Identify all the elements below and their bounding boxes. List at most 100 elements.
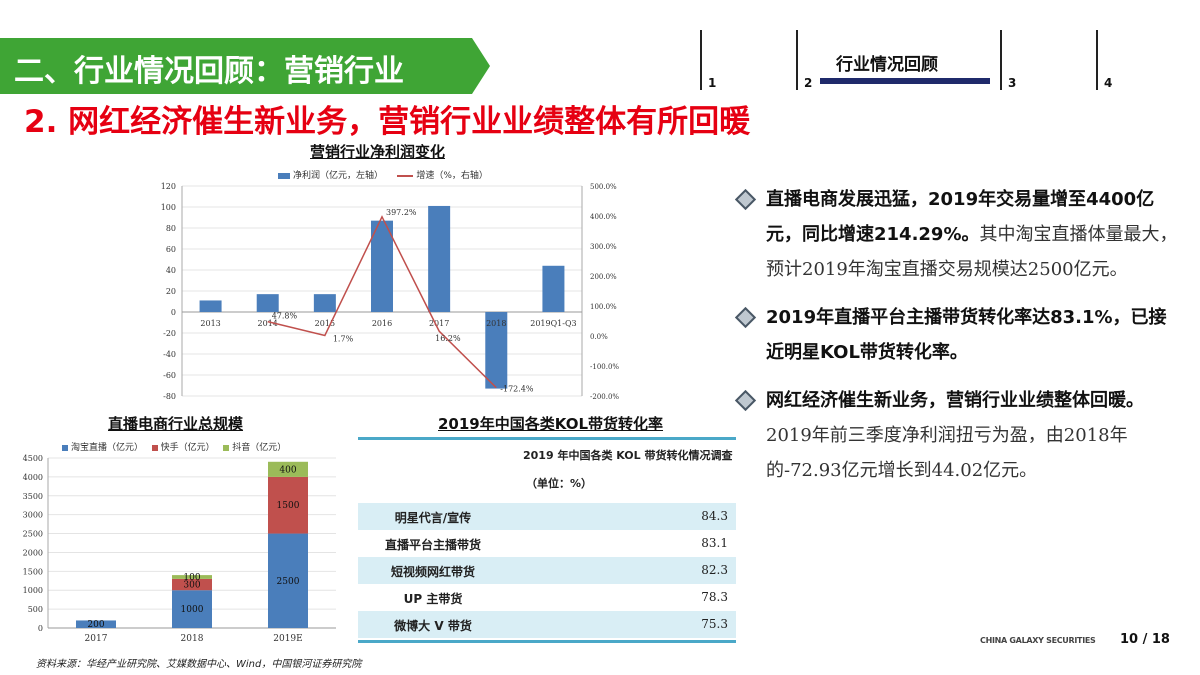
bullet-point: 直播电商发展迅猛，2019年交易量增至4400亿元，同比增速214.29%。其中… [734, 182, 1178, 287]
table-row: UP 主带货 78.3 [358, 584, 736, 611]
profit-bar [542, 265, 565, 312]
row-value: 78.3 [701, 590, 728, 604]
y-tick-left: -60 [163, 371, 176, 380]
row-label: 直播平台主播带货 [384, 538, 481, 552]
table-header-title: 2019 年中国各类 KOL 带货转化情况调查 [523, 449, 733, 462]
y-tick-left: -20 [163, 329, 176, 338]
y-tick: 1500 [23, 567, 43, 576]
y-tick-left: 20 [166, 287, 176, 296]
profit-bar [313, 294, 336, 312]
y-tick-left: 100 [161, 203, 176, 212]
x-tick-label: 2019Q1-Q3 [530, 319, 576, 328]
stack-segment [76, 620, 116, 628]
bullet-text: 2019年前三季度净利润扭亏为盈，由2018年的-72.93亿元增长到44.02… [766, 425, 1128, 481]
profit-bar [371, 220, 393, 312]
stack-segment [172, 575, 212, 579]
y-tick-right: -100.0% [590, 363, 619, 371]
growth-data-label: 1.7% [333, 334, 354, 343]
bullet-strong: 2019年直播平台主播带货转化率达83.1%，已接近明星KOL带货转化率。 [766, 307, 1167, 363]
nav-number: 2 [804, 76, 813, 90]
legend-swatch [223, 444, 230, 451]
stack-segment [268, 533, 308, 628]
legend-label: 淘宝直播（亿元） [71, 443, 144, 453]
nav-label-current: 行业情况回顾 [836, 55, 938, 75]
legend-swatch-line [397, 174, 414, 177]
profit-bar [199, 300, 222, 312]
source-note: 资料来源：华经产业研究院、艾媒数据中心、Wind，中国银河证券研究院 [36, 659, 362, 670]
nav-active-underline [820, 78, 990, 84]
legend-swatch-bar [278, 172, 290, 179]
y-tick: 2000 [23, 548, 43, 557]
profit-bar [256, 294, 279, 312]
row-value: 84.3 [701, 509, 728, 523]
live-ecommerce-legend: 淘宝直播（亿元） 快手（亿元） 抖音（亿元） [62, 440, 286, 453]
brand-name: CHINA GALAXY SECURITIES [980, 636, 1096, 645]
stack-data-label: 300 [183, 581, 200, 591]
stack-segment [172, 578, 212, 591]
y-tick-right: 200.0% [590, 273, 617, 281]
headline: 2. 网红经济催生新业务，营销行业业绩整体有所回暖 [24, 104, 751, 140]
row-value: 75.3 [701, 617, 728, 631]
x-tick-label: 2014 [258, 319, 278, 328]
y-tick-right: 0.0% [590, 333, 608, 341]
y-tick-right: -200.0% [590, 393, 619, 401]
table-header-unit: （单位：%） [526, 477, 593, 490]
stack-data-label: 2500 [277, 577, 300, 587]
table-row: 明星代言/宣传 84.3 [358, 503, 736, 530]
y-tick-left: 80 [166, 224, 176, 233]
y-tick: 1000 [23, 586, 43, 595]
bullet-strong: 网红经济催生新业务，营销行业业绩整体回暖。 [766, 390, 1144, 411]
y-tick: 3000 [23, 511, 43, 520]
diamond-bullet-icon [734, 389, 757, 412]
x-tick-label: 2019E [273, 634, 302, 644]
table-row: 短视频网红带货 82.3 [358, 557, 736, 584]
bullet-strong: 直播电商发展迅猛，2019年交易量增至4400亿元，同比增速214.29%。 [766, 189, 1155, 245]
net-profit-chart: 120 100 80 60 40 20 0 -20 -40 -60 -80 500.0% 400.0% 3… [161, 182, 620, 401]
stack-data-label: 100 [183, 573, 200, 583]
growth-data-label: 16.2% [435, 334, 461, 343]
nav-number: 3 [1008, 76, 1017, 90]
bullet-point: 网红经济催生新业务，营销行业业绩整体回暖。 2019年前三季度净利润扭亏为盈，由2… [734, 383, 1178, 488]
y-tick: 4000 [23, 473, 43, 482]
stack-segment [172, 590, 212, 628]
growth-data-label: 397.2% [386, 208, 417, 217]
legend-swatch [151, 444, 158, 451]
growth-data-label: 47.8% [272, 312, 298, 321]
y-tick-left: -40 [163, 350, 176, 359]
row-label: 微博大 V 带货 [394, 619, 472, 633]
y-tick: 2500 [23, 530, 43, 539]
section-title: 二、行业情况回顾：营销行业 [14, 54, 404, 89]
profit-bar [485, 312, 508, 389]
table-bottom-rule [358, 640, 736, 643]
net-profit-chart-title: 营销行业净利润变化 [310, 143, 446, 161]
stack-data-label: 200 [87, 620, 104, 630]
y-tick-left: 120 [161, 182, 176, 191]
y-tick-left: -80 [163, 392, 176, 401]
y-tick: 0 [38, 624, 43, 633]
y-tick: 4500 [23, 454, 43, 463]
y-tick-left: 60 [166, 245, 176, 254]
diamond-bullet-icon [734, 306, 757, 329]
page-number: 10 / 18 [1120, 632, 1170, 647]
y-tick-right: 100.0% [590, 303, 617, 311]
row-label: 明星代言/宣传 [394, 511, 472, 525]
kol-table-header: 2019 年中国各类 KOL 带货转化情况调查 （单位：%） [358, 437, 736, 504]
growth-line [267, 215, 497, 389]
profit-bar [428, 205, 451, 312]
y-tick-right: 400.0% [590, 213, 617, 221]
stack-data-label: 400 [279, 465, 296, 475]
y-tick-left: 0 [171, 308, 176, 317]
x-tick-label: 2018 [486, 319, 506, 328]
legend-swatch [62, 444, 68, 451]
row-label: 短视频网红带货 [390, 565, 475, 579]
row-value: 83.1 [701, 536, 728, 550]
bullet-text: 其中淘宝直播体量最大，预计2019年淘宝直播交易规模达2500亿元。 [766, 224, 1178, 280]
stack-data-label: 1000 [181, 605, 204, 615]
legend-label: 增速（%，右轴） [416, 171, 488, 181]
x-tick-label: 2017 [85, 634, 108, 644]
y-tick: 3500 [23, 492, 43, 501]
y-tick-right: 300.0% [590, 243, 617, 251]
stack-segment [268, 461, 308, 477]
kol-table-title: 2019年中国各类KOL带货转化率 [438, 415, 664, 433]
key-points: 直播电商发展迅猛，2019年交易量增至4400亿元，同比增速214.29%。其中… [734, 182, 1178, 501]
